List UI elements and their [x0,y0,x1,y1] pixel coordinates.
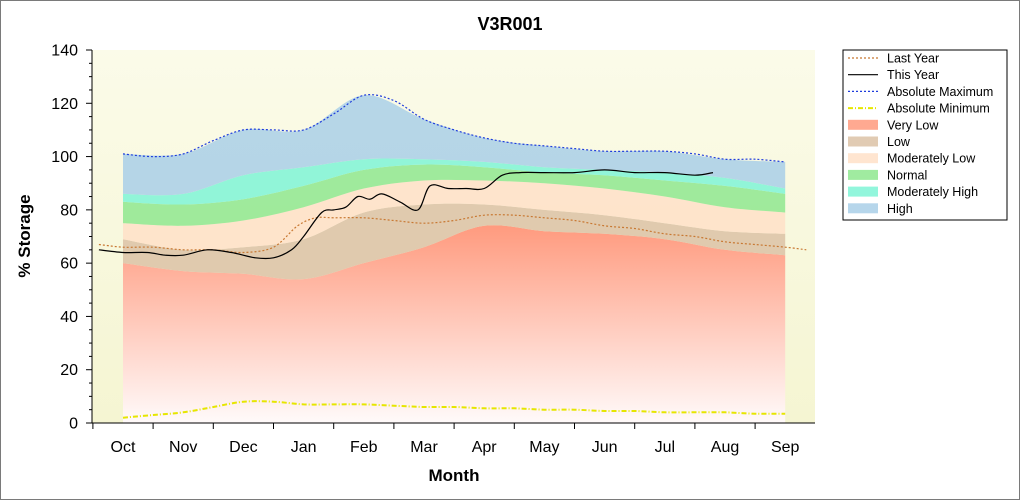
x-tick-label: Apr [472,439,498,456]
legend-swatch-high [848,203,878,214]
band-low [123,203,786,280]
y-tick-label: 60 [60,256,78,273]
x-tick-label: Oct [111,439,136,456]
x-tick-label: Nov [169,439,197,456]
x-tick-label: Dec [229,439,257,456]
band-high [123,95,786,196]
y-tick-label: 20 [60,362,78,379]
band-moderately-high [123,158,786,205]
legend-label-absolute-maximum: Absolute Maximum [887,85,993,99]
x-axis-title: Month [429,466,480,485]
legend-label-normal: Normal [887,168,927,182]
legend-label-moderately-low: Moderately Low [887,152,976,166]
legend-swatch-very-low [848,119,878,130]
y-tick-label: 120 [51,96,78,113]
y-tick-label: 80 [60,202,78,219]
band-layer [123,95,786,423]
series-this-year [98,169,714,260]
x-tick-label: Aug [711,439,739,456]
legend: Last Year This Year Absolute Maximum Absolu… [842,49,1008,221]
x-tick-label: May [529,439,559,456]
legend-swatch-moderately-low [848,153,878,164]
y-tick-label: 40 [60,309,78,326]
legend-label-absolute-minimum: Absolute Minimum [887,102,990,116]
legend-label-high: High [887,202,913,216]
x-tick-label: Jun [592,439,618,456]
series-absolute-minimum [122,400,786,419]
legend-swatch-normal [848,169,878,180]
legend-swatch-moderately-high [848,186,878,197]
chart-title: V3R001 [477,14,542,34]
legend-label-very-low: Very Low [887,118,939,132]
x-tick-label: Feb [350,439,378,456]
legend-swatch-low [848,136,878,147]
x-tick-label: Jul [655,439,675,456]
x-ticks: Oct Nov Dec Jan Feb Mar Apr May Jun Jul Aug Sep [92,423,800,456]
legend-label-low: Low [887,135,911,149]
y-ticks: 0 20 40 60 80 100 120 140 [51,43,92,433]
y-tick-label: 100 [51,149,78,166]
band-moderately-low [123,179,786,251]
legend-label-last-year: Last Year [887,52,939,66]
y-tick-label: 0 [69,416,78,433]
band-normal [123,164,786,226]
band-very-low [123,225,786,423]
legend-label-this-year: This Year [887,68,939,82]
x-tick-label: Sep [771,439,800,456]
legend-label-moderately-high: Moderately High [887,185,978,199]
y-axis-title: % Storage [15,194,34,277]
series-layer [98,94,807,419]
x-tick-label: Jan [291,439,317,456]
series-absolute-maximum [122,94,786,163]
y-tick-label: 140 [51,43,78,60]
x-tick-label: Mar [410,439,438,456]
